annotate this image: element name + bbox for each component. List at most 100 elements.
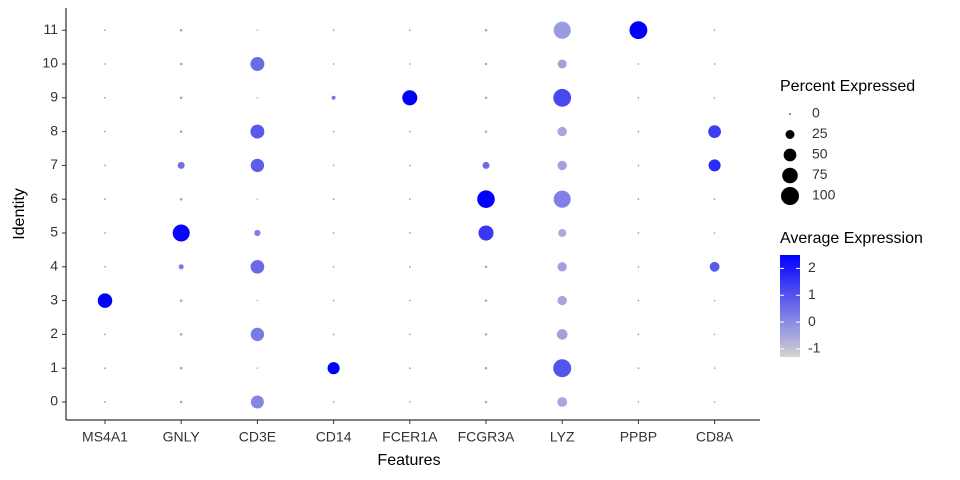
dot xyxy=(179,96,183,100)
dot xyxy=(179,400,183,404)
x-tick-label: MS4A1 xyxy=(82,429,128,445)
dot xyxy=(713,367,716,370)
dot xyxy=(332,299,335,302)
dot xyxy=(104,130,106,133)
y-tick-label: 1 xyxy=(50,359,58,375)
dot xyxy=(332,265,335,268)
dot xyxy=(709,261,720,272)
dot xyxy=(484,333,488,336)
color-legend-label: 0 xyxy=(808,313,816,329)
dot xyxy=(557,295,567,306)
dot xyxy=(104,96,106,99)
dot xyxy=(637,367,640,370)
dot xyxy=(557,262,567,272)
dot xyxy=(484,62,488,66)
dot xyxy=(637,130,640,133)
dot xyxy=(178,264,184,270)
dot xyxy=(484,366,488,370)
dot xyxy=(637,401,640,403)
color-legend-title: Average Expression xyxy=(780,230,923,247)
dot xyxy=(179,299,183,302)
dot xyxy=(553,359,572,378)
color-legend-label: -1 xyxy=(808,340,821,356)
x-tick-label: CD14 xyxy=(316,429,352,445)
dot xyxy=(637,63,640,65)
dot xyxy=(408,198,411,201)
dot xyxy=(177,161,185,169)
dot xyxy=(708,159,721,172)
size-legend-dot xyxy=(789,113,791,115)
size-legend-dot xyxy=(782,167,798,184)
dot xyxy=(179,62,183,66)
dot xyxy=(332,401,335,403)
dot xyxy=(256,198,259,201)
dot xyxy=(97,293,113,308)
dot xyxy=(484,96,488,100)
size-legend-label: 25 xyxy=(812,125,828,141)
dot xyxy=(477,190,495,208)
dot xyxy=(179,366,183,370)
dot xyxy=(408,63,411,65)
dot xyxy=(553,21,571,39)
x-tick-label: GNLY xyxy=(163,429,201,445)
size-legend-label: 0 xyxy=(812,105,820,121)
y-tick-label: 6 xyxy=(50,190,58,206)
x-tick-label: CD3E xyxy=(239,429,276,445)
dot xyxy=(332,29,335,32)
dot xyxy=(332,333,335,336)
dot xyxy=(408,164,411,167)
dot xyxy=(254,229,261,237)
color-legend-label: 1 xyxy=(808,286,816,302)
x-tick-label: PPBP xyxy=(620,429,657,445)
dot xyxy=(484,28,488,32)
size-legend-dot xyxy=(785,130,795,139)
size-legend-label: 50 xyxy=(812,146,828,162)
dot xyxy=(250,327,265,342)
dot xyxy=(104,232,106,234)
y-tick-label: 5 xyxy=(50,224,58,240)
x-tick-label: LYZ xyxy=(550,429,575,445)
dot xyxy=(104,265,106,268)
dot xyxy=(332,63,335,65)
dot xyxy=(402,90,418,106)
dot xyxy=(332,130,335,133)
x-axis-title: Features xyxy=(377,452,440,469)
dot xyxy=(637,265,640,268)
dot xyxy=(179,130,183,133)
dot xyxy=(637,198,640,201)
dot xyxy=(713,232,716,234)
dot xyxy=(250,158,265,173)
size-legend-dot xyxy=(783,148,797,162)
dot xyxy=(558,228,567,238)
dot xyxy=(250,124,265,139)
dot xyxy=(557,160,567,171)
x-tick-label: FCER1A xyxy=(382,429,438,445)
size-legend-title: Percent Expressed xyxy=(780,78,915,95)
dot xyxy=(556,329,568,340)
dot xyxy=(332,164,335,167)
y-tick-label: 4 xyxy=(50,258,58,274)
y-tick-label: 10 xyxy=(42,55,58,71)
dot xyxy=(104,367,106,370)
dot xyxy=(408,29,411,32)
dot xyxy=(713,63,716,65)
dot xyxy=(250,395,264,409)
color-legend-label: 2 xyxy=(808,259,816,275)
y-tick-label: 9 xyxy=(50,89,58,105)
dot xyxy=(484,400,488,404)
dot xyxy=(484,130,488,133)
dot xyxy=(482,161,490,169)
y-tick-label: 3 xyxy=(50,291,58,307)
size-legend-label: 100 xyxy=(812,187,836,203)
dot xyxy=(553,190,571,208)
dot xyxy=(484,299,488,302)
dot xyxy=(327,362,340,375)
y-tick-label: 8 xyxy=(50,122,58,138)
dot xyxy=(408,232,411,234)
dot xyxy=(179,28,183,32)
dot xyxy=(256,367,259,370)
dot xyxy=(250,57,265,71)
dot xyxy=(557,397,568,407)
dot xyxy=(408,401,411,403)
dot xyxy=(256,299,259,302)
